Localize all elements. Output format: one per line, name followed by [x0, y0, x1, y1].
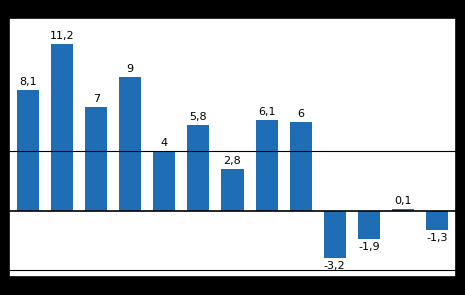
Bar	[392, 209, 414, 211]
Text: 5,8: 5,8	[190, 112, 207, 122]
Bar	[85, 107, 107, 211]
Bar	[255, 120, 278, 211]
Text: 6: 6	[297, 109, 304, 119]
Text: 11,2: 11,2	[50, 32, 74, 41]
Text: 8,1: 8,1	[19, 77, 37, 87]
Bar	[119, 77, 141, 211]
Bar	[17, 90, 39, 211]
Text: -3,2: -3,2	[324, 261, 345, 271]
Bar	[324, 211, 346, 258]
Text: -1,3: -1,3	[426, 233, 448, 243]
Text: 0,1: 0,1	[394, 196, 412, 206]
Text: 2,8: 2,8	[224, 156, 241, 166]
Bar	[153, 151, 175, 211]
Text: -1,9: -1,9	[358, 242, 379, 252]
Text: 7: 7	[93, 94, 100, 104]
Text: 6,1: 6,1	[258, 107, 275, 117]
Bar	[51, 45, 73, 211]
Bar	[358, 211, 380, 239]
Text: 9: 9	[126, 64, 134, 74]
Bar	[290, 122, 312, 211]
Bar	[426, 211, 448, 230]
Bar	[187, 124, 210, 211]
Bar	[221, 169, 244, 211]
Text: 4: 4	[161, 138, 168, 148]
